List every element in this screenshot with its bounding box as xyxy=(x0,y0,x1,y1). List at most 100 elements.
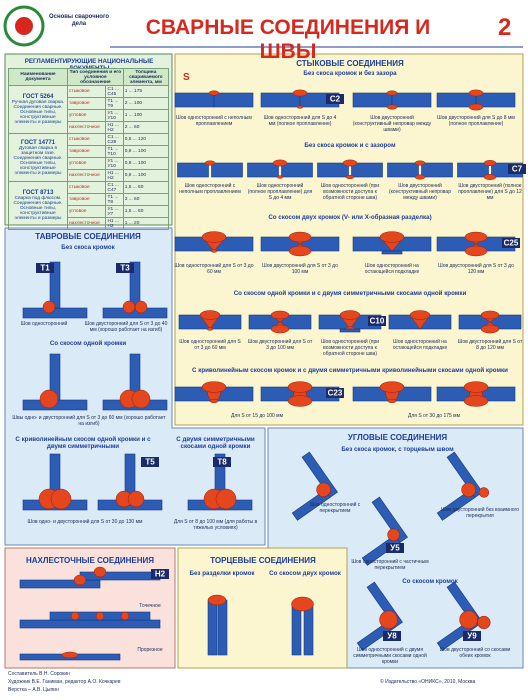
weld xyxy=(134,300,148,314)
caption: Шов двусторонний для S от 8 до 120 мм xyxy=(457,339,523,351)
joint-label-box xyxy=(502,238,520,248)
gost-number: ГОСТ 8713 xyxy=(22,190,54,196)
joint-label-box xyxy=(383,631,401,641)
plate xyxy=(281,162,313,178)
weld xyxy=(61,651,79,659)
caption: Шов односторонний с двумя симметричными … xyxy=(353,647,427,665)
weld xyxy=(292,89,308,97)
weld xyxy=(207,594,227,606)
table-cell: 0,8 ... 100 xyxy=(122,169,170,182)
plate xyxy=(19,619,161,629)
joint-label: У8 xyxy=(387,632,397,641)
caption: Для S от 8 до 100 мм (для работы в тяжел… xyxy=(173,519,258,531)
plate xyxy=(421,162,453,178)
caption: Шов двусторонний для S от 3 до 100 мм xyxy=(247,339,313,351)
table-cell: Н1 ... Н2 xyxy=(105,169,124,182)
panel-title: УГЛОВЫЕ СОЕДИНЕНИЯ xyxy=(347,433,448,442)
joint-label: У5 xyxy=(390,544,400,553)
joint-label: С10 xyxy=(370,317,385,326)
weld xyxy=(414,174,426,180)
caption: Шов двусторонний со скосами обеих кромок xyxy=(439,647,511,659)
weld xyxy=(127,490,145,508)
weld xyxy=(201,231,227,243)
weld xyxy=(93,566,107,578)
table-cell: Толщина свариваемого элемента, мм xyxy=(122,68,170,86)
caption: Точечное xyxy=(139,603,161,609)
caption: Шов односторонний с частичным перекрытие… xyxy=(351,559,429,571)
plate xyxy=(260,92,301,108)
table-cell: Н1 ... Н2 xyxy=(105,217,124,230)
corner-joint xyxy=(291,451,338,521)
table-cell: нахлесточное xyxy=(66,217,107,230)
weld xyxy=(387,528,400,542)
weld xyxy=(387,398,397,404)
plate xyxy=(174,92,215,108)
table-row: ГОСТ 14771 Дуговая сварка в защитном газе… xyxy=(8,133,170,182)
weld xyxy=(42,300,56,314)
plate xyxy=(387,162,419,178)
caption: Шов двусторонний для S от 3 до 100 мм xyxy=(262,263,338,275)
table-cell: С1 ... С45 xyxy=(105,85,124,98)
lap-panel xyxy=(4,547,176,669)
table-header: Наименование документа Тип соединения и е… xyxy=(8,68,170,86)
section-title: Со скосом одной кромки и с двумя симметр… xyxy=(233,290,467,297)
series-name: Основы сварочного дела xyxy=(48,14,110,27)
table-row: угловое У1 ... У10 0,8 ... 100 xyxy=(9,157,170,170)
weld xyxy=(208,90,220,96)
panel-title: СТЫКОВЫЕ СОЕДИНЕНИЯ xyxy=(296,59,404,68)
weld xyxy=(70,611,80,621)
weld xyxy=(209,398,219,404)
plate xyxy=(102,307,168,319)
weld xyxy=(122,300,136,314)
weld xyxy=(386,90,398,96)
table-cell: 1 ... 100 xyxy=(122,109,170,122)
table-cell: 2 ... 60 xyxy=(122,121,170,134)
weld xyxy=(206,327,214,331)
joint-label: У9 xyxy=(467,632,477,641)
table-row: ГОСТ 5264 Ручная дуговая сварка. Соединен… xyxy=(8,85,170,134)
plate xyxy=(371,496,408,543)
weld xyxy=(287,395,313,407)
weld xyxy=(480,324,500,334)
table-cell: угловое xyxy=(66,157,107,170)
table-cell: 0,8 ... 100 xyxy=(122,145,170,158)
plate xyxy=(247,162,279,178)
plate xyxy=(351,162,383,178)
plate xyxy=(475,92,516,108)
caption: Шов односторонний с неполным проплавлени… xyxy=(176,115,252,127)
table-cell: угловое xyxy=(66,205,107,218)
credit: Составитель В.Н. Сорокин xyxy=(8,671,70,677)
weld xyxy=(339,310,361,320)
table-cell: 2 ... 100 xyxy=(122,97,170,110)
table-cell: Тип соединения и его условное обозначени… xyxy=(67,68,124,86)
edge-panel xyxy=(177,547,348,669)
table-cell: 1,5 ... 60 xyxy=(122,181,170,194)
weld xyxy=(464,245,488,257)
weld xyxy=(483,174,497,180)
caption: Шов двусторонний (полное проплавление) д… xyxy=(458,183,522,201)
weld xyxy=(342,159,358,167)
joint-label-box xyxy=(116,263,134,273)
table-cell: тавровое xyxy=(66,145,107,158)
weld xyxy=(270,310,290,320)
plate xyxy=(436,92,477,108)
caption: Шов односторонний (при возможности досту… xyxy=(320,339,380,357)
caption: Шов односторонний xyxy=(20,321,68,327)
weld xyxy=(272,159,288,167)
section-title: Со скосом двух кромок xyxy=(269,570,341,577)
weld xyxy=(296,105,304,109)
weld xyxy=(270,324,290,334)
weld xyxy=(483,160,497,166)
gost-description: Дуговая сварка в защитном газе. Соединен… xyxy=(13,145,63,176)
table-row: нахлесточное Н1 ... Н2 1 ... 20 xyxy=(9,217,170,230)
weld xyxy=(73,574,87,586)
caption: Шов односторонний на остающейся подкладк… xyxy=(364,263,420,275)
weld xyxy=(379,231,405,243)
table-cell: тавровое xyxy=(66,97,107,110)
corner-joint xyxy=(436,451,490,521)
plate xyxy=(217,599,228,656)
table-cell: 1,5 ... 60 xyxy=(122,205,170,218)
weld xyxy=(291,596,314,612)
plate xyxy=(457,162,489,178)
table-cell: Т1 ... Т9 xyxy=(105,97,124,110)
